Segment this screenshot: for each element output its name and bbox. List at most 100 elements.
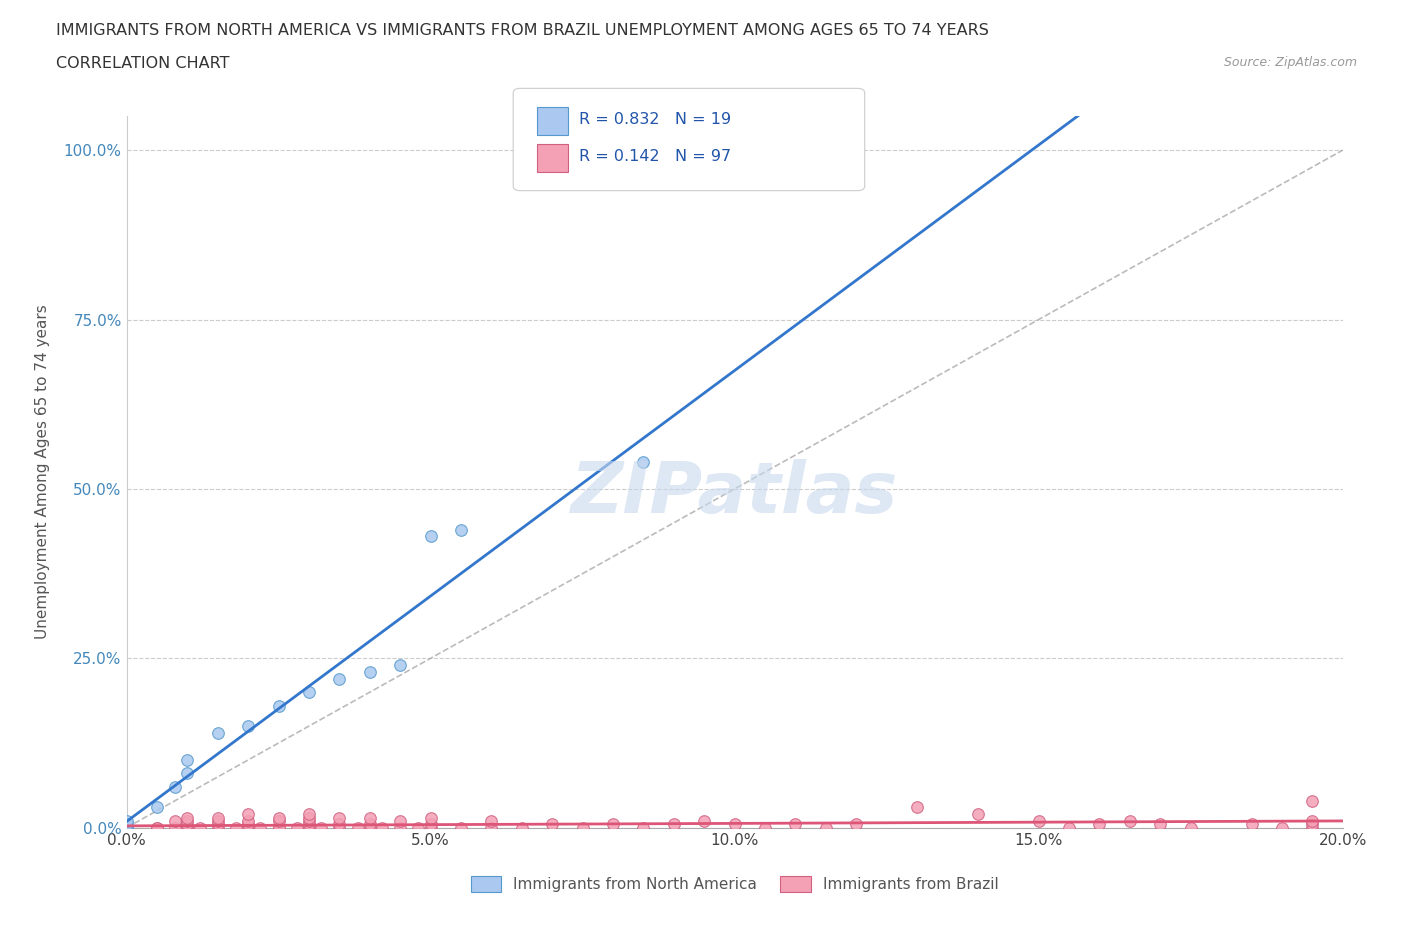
- Text: Source: ZipAtlas.com: Source: ZipAtlas.com: [1223, 56, 1357, 69]
- Point: [298, 820, 321, 835]
- Point: [267, 814, 290, 829]
- Point: [115, 820, 138, 835]
- Point: [176, 766, 198, 781]
- Point: [298, 810, 321, 825]
- Point: [328, 671, 350, 686]
- Point: [176, 814, 198, 829]
- Point: [346, 820, 368, 835]
- Point: [450, 522, 472, 537]
- Point: [510, 820, 533, 835]
- Point: [359, 810, 381, 825]
- Point: [298, 817, 321, 831]
- Point: [785, 817, 807, 831]
- Point: [298, 820, 321, 835]
- Point: [115, 820, 138, 835]
- Point: [188, 820, 211, 835]
- Point: [419, 817, 441, 831]
- Point: [176, 810, 198, 825]
- Point: [207, 725, 229, 740]
- Point: [967, 806, 990, 821]
- Point: [389, 658, 412, 672]
- Point: [298, 806, 321, 821]
- Point: [267, 810, 290, 825]
- Point: [115, 820, 138, 835]
- Point: [814, 820, 837, 835]
- Point: [176, 820, 198, 835]
- Point: [115, 820, 138, 835]
- Point: [115, 820, 138, 835]
- Point: [267, 820, 290, 835]
- Point: [115, 820, 138, 835]
- Point: [633, 455, 655, 470]
- Point: [165, 820, 187, 835]
- Point: [1301, 817, 1323, 831]
- Point: [115, 820, 138, 835]
- Point: [1240, 817, 1263, 831]
- Point: [693, 814, 716, 829]
- Point: [419, 820, 441, 835]
- Point: [115, 820, 138, 835]
- Point: [1119, 814, 1142, 829]
- Point: [165, 814, 187, 829]
- Text: R = 0.142   N = 97: R = 0.142 N = 97: [579, 149, 731, 164]
- Point: [176, 752, 198, 767]
- Point: [1057, 820, 1080, 835]
- Point: [359, 817, 381, 831]
- Point: [115, 820, 138, 835]
- Point: [419, 810, 441, 825]
- Point: [450, 820, 472, 835]
- Point: [359, 664, 381, 679]
- Point: [1301, 793, 1323, 808]
- Point: [1180, 820, 1202, 835]
- Text: CORRELATION CHART: CORRELATION CHART: [56, 56, 229, 71]
- Point: [408, 820, 430, 835]
- Point: [1301, 814, 1323, 829]
- Point: [115, 820, 138, 835]
- Point: [115, 820, 138, 835]
- Point: [236, 820, 259, 835]
- Point: [419, 529, 441, 544]
- Point: [1028, 814, 1050, 829]
- Text: ZIPatlas: ZIPatlas: [571, 458, 898, 528]
- Point: [249, 820, 271, 835]
- Point: [328, 810, 350, 825]
- Point: [267, 820, 290, 835]
- Point: [633, 820, 655, 835]
- Point: [1271, 820, 1294, 835]
- Point: [115, 820, 138, 835]
- Point: [176, 820, 198, 835]
- Point: [905, 800, 928, 815]
- Point: [389, 820, 412, 835]
- Point: [309, 820, 332, 835]
- Point: [176, 817, 198, 831]
- Point: [481, 820, 503, 835]
- Point: [115, 820, 138, 835]
- Point: [165, 779, 187, 794]
- Point: [1088, 817, 1111, 831]
- Point: [146, 800, 169, 815]
- Point: [115, 820, 138, 835]
- Point: [115, 820, 138, 835]
- Point: [285, 820, 308, 835]
- Y-axis label: Unemployment Among Ages 65 to 74 years: Unemployment Among Ages 65 to 74 years: [35, 305, 49, 639]
- Point: [115, 820, 138, 835]
- Point: [236, 719, 259, 734]
- Point: [207, 817, 229, 831]
- Point: [207, 814, 229, 829]
- Point: [662, 817, 685, 831]
- Point: [328, 820, 350, 835]
- Point: [115, 820, 138, 835]
- Point: [115, 820, 138, 835]
- Point: [146, 820, 169, 835]
- Point: [267, 698, 290, 713]
- Point: [236, 806, 259, 821]
- Point: [225, 820, 247, 835]
- Point: [389, 814, 412, 829]
- Point: [724, 817, 747, 831]
- Point: [115, 820, 138, 835]
- Point: [207, 820, 229, 835]
- Point: [236, 814, 259, 829]
- Legend: Immigrants from North America, Immigrants from Brazil: Immigrants from North America, Immigrant…: [464, 870, 1005, 898]
- Point: [298, 814, 321, 829]
- Point: [1149, 817, 1171, 831]
